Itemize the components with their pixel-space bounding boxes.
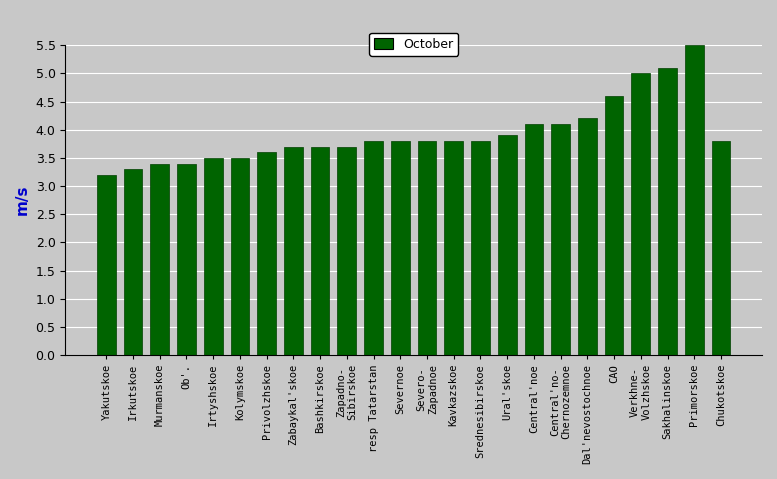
Bar <box>551 124 570 355</box>
Bar <box>712 141 730 355</box>
Bar <box>257 152 276 355</box>
Y-axis label: m/s: m/s <box>15 185 30 216</box>
Bar <box>97 175 116 355</box>
Bar <box>578 118 597 355</box>
Bar <box>231 158 249 355</box>
Bar <box>177 163 196 355</box>
Bar <box>391 141 409 355</box>
Bar <box>685 45 704 355</box>
Bar <box>524 124 543 355</box>
Bar <box>124 169 142 355</box>
Bar <box>337 147 356 355</box>
Bar <box>605 96 623 355</box>
Bar <box>498 136 517 355</box>
Bar <box>471 141 490 355</box>
Bar <box>151 163 169 355</box>
Bar <box>632 73 650 355</box>
Bar <box>364 141 383 355</box>
Bar <box>204 158 222 355</box>
Bar <box>311 147 329 355</box>
Bar <box>418 141 437 355</box>
Bar <box>658 68 677 355</box>
Bar <box>284 147 303 355</box>
Legend: October: October <box>369 33 458 56</box>
Bar <box>444 141 463 355</box>
